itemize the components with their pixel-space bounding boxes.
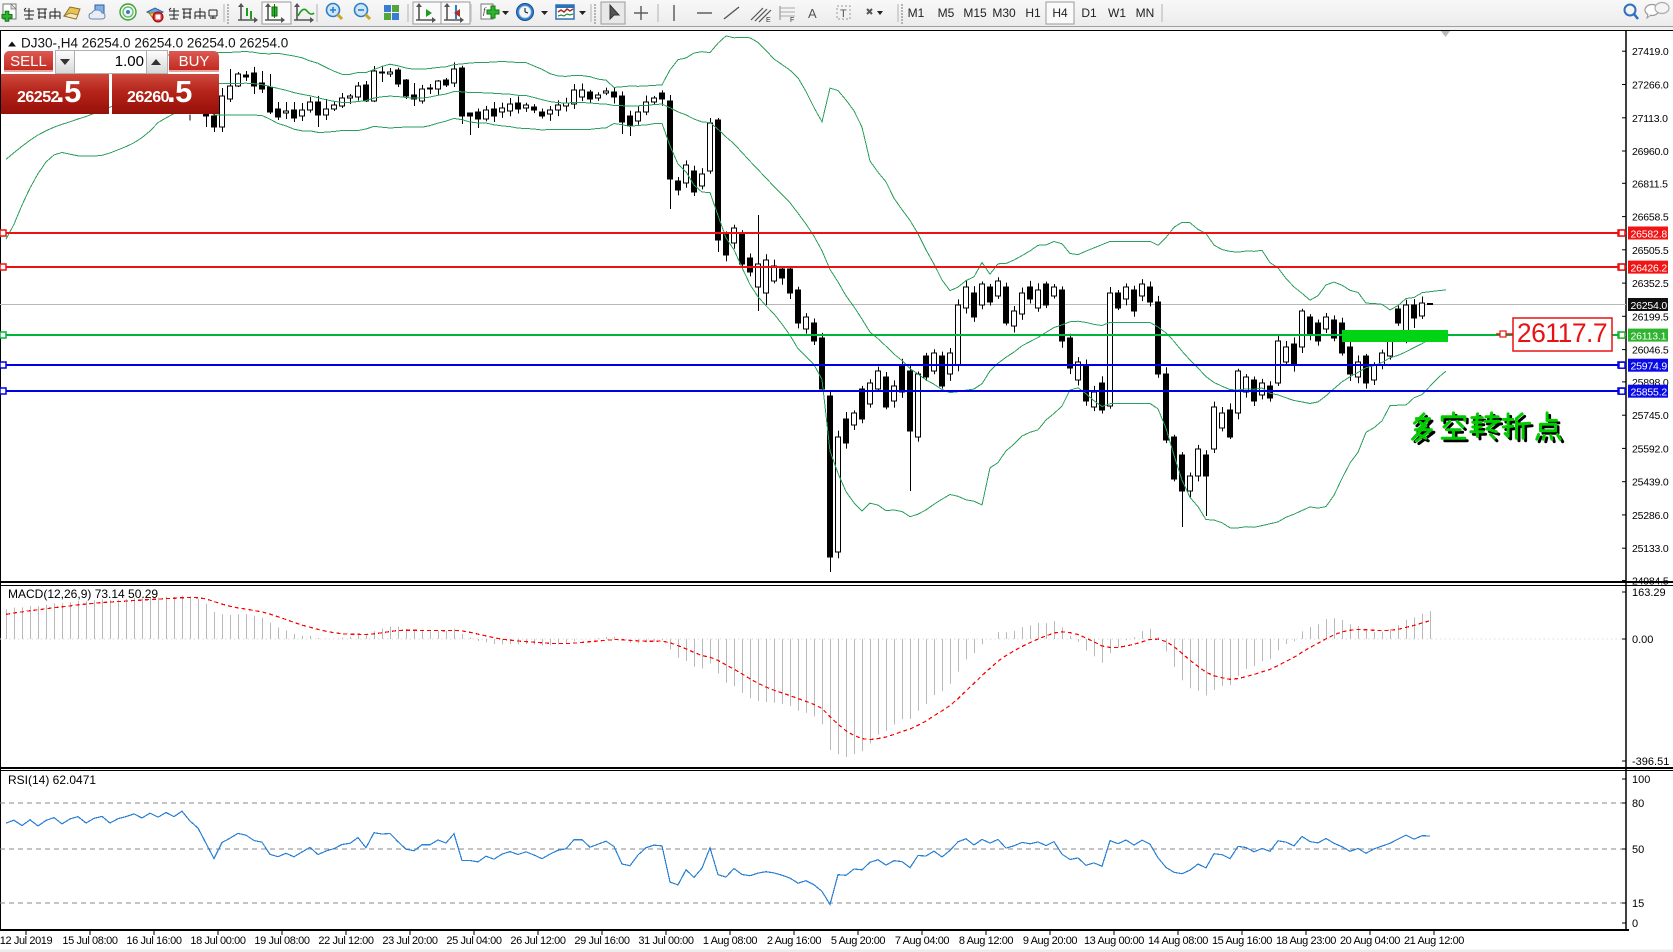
- svg-text:M1: M1: [908, 6, 925, 20]
- svg-text:26117.7: 26117.7: [1517, 318, 1607, 348]
- svg-text:26113.1: 26113.1: [1631, 331, 1667, 343]
- svg-text:25855.2: 25855.2: [1631, 387, 1668, 399]
- svg-text:25133.0: 25133.0: [1632, 543, 1669, 555]
- svg-text:31 Jul 00:00: 31 Jul 00:00: [638, 935, 693, 947]
- svg-text:12 Jul 2019: 12 Jul 2019: [0, 935, 53, 947]
- svg-text:E: E: [766, 17, 771, 24]
- svg-text:H4: H4: [1052, 6, 1068, 20]
- svg-text:26199.5: 26199.5: [1632, 311, 1669, 323]
- svg-text:80: 80: [1632, 798, 1644, 810]
- svg-text:50: 50: [1632, 844, 1644, 856]
- svg-text:8 Aug 12:00: 8 Aug 12:00: [959, 935, 1014, 947]
- svg-text:20 Aug 04:00: 20 Aug 04:00: [1340, 935, 1400, 947]
- svg-text:0.00: 0.00: [1632, 634, 1653, 646]
- svg-text:26352.5: 26352.5: [1632, 278, 1669, 290]
- svg-text:23 Jul 20:00: 23 Jul 20:00: [382, 935, 437, 947]
- svg-text:15: 15: [1632, 898, 1644, 910]
- svg-text:f: f: [483, 6, 487, 16]
- svg-text:F: F: [790, 17, 794, 24]
- svg-text:W1: W1: [1108, 6, 1126, 20]
- svg-text:14 Aug 08:00: 14 Aug 08:00: [1148, 935, 1208, 947]
- svg-text:25286.0: 25286.0: [1632, 510, 1669, 522]
- svg-text:15 Jul 08:00: 15 Jul 08:00: [62, 935, 117, 947]
- svg-text:26960.0: 26960.0: [1632, 146, 1669, 158]
- svg-text:D1: D1: [1081, 6, 1097, 20]
- svg-text:15 Aug 16:00: 15 Aug 16:00: [1212, 935, 1272, 947]
- svg-text:26046.5: 26046.5: [1632, 345, 1669, 357]
- svg-text:H1: H1: [1025, 6, 1041, 20]
- svg-text:2 Aug 16:00: 2 Aug 16:00: [767, 935, 822, 947]
- svg-text:29 Jul 16:00: 29 Jul 16:00: [574, 935, 629, 947]
- svg-text:13 Aug 00:00: 13 Aug 00:00: [1084, 935, 1144, 947]
- svg-text:26 Jul 12:00: 26 Jul 12:00: [510, 935, 565, 947]
- svg-text:A: A: [808, 6, 817, 21]
- svg-text:-396.51: -396.51: [1632, 756, 1669, 768]
- svg-text:MN: MN: [1136, 6, 1155, 20]
- svg-text:27419.0: 27419.0: [1632, 46, 1669, 58]
- svg-text:27113.0: 27113.0: [1632, 113, 1668, 125]
- svg-text:26426.2: 26426.2: [1631, 263, 1668, 275]
- svg-text:M5: M5: [938, 6, 955, 20]
- svg-text:25 Jul 04:00: 25 Jul 04:00: [446, 935, 501, 947]
- svg-text:26658.5: 26658.5: [1632, 212, 1669, 224]
- svg-text:25974.9: 25974.9: [1631, 361, 1668, 373]
- svg-text:18 Aug 23:00: 18 Aug 23:00: [1276, 935, 1336, 947]
- svg-text:19 Jul 08:00: 19 Jul 08:00: [254, 935, 309, 947]
- svg-text:18 Jul 00:00: 18 Jul 00:00: [190, 935, 245, 947]
- svg-text:M15: M15: [963, 6, 987, 20]
- svg-text:26254.0: 26254.0: [1631, 300, 1668, 312]
- svg-text:25745.0: 25745.0: [1632, 410, 1669, 422]
- svg-text:26505.5: 26505.5: [1632, 245, 1669, 257]
- svg-text:26811.5: 26811.5: [1632, 178, 1668, 190]
- svg-text:5 Aug 20:00: 5 Aug 20:00: [831, 935, 886, 947]
- svg-text:16 Jul 16:00: 16 Jul 16:00: [126, 935, 181, 947]
- svg-text:MACD(12,26,9) 73.14 50.29: MACD(12,26,9) 73.14 50.29: [8, 587, 158, 601]
- svg-text:25592.0: 25592.0: [1632, 443, 1669, 455]
- svg-text:T: T: [840, 8, 847, 20]
- svg-text:9 Aug 20:00: 9 Aug 20:00: [1023, 935, 1078, 947]
- svg-text:M30: M30: [992, 6, 1016, 20]
- svg-text:RSI(14) 62.0471: RSI(14) 62.0471: [8, 773, 96, 787]
- svg-text:21 Aug 12:00: 21 Aug 12:00: [1404, 935, 1464, 947]
- svg-text:100: 100: [1632, 774, 1650, 786]
- svg-text:0: 0: [1632, 918, 1638, 930]
- svg-text:24984.5: 24984.5: [1632, 576, 1669, 588]
- svg-text:25439.0: 25439.0: [1632, 477, 1669, 489]
- svg-text:26582.8: 26582.8: [1631, 229, 1668, 241]
- svg-text:22 Jul 12:00: 22 Jul 12:00: [318, 935, 373, 947]
- svg-text:163.29: 163.29: [1632, 587, 1666, 599]
- svg-text:1 Aug 08:00: 1 Aug 08:00: [703, 935, 758, 947]
- svg-text:DJ30-,H4 26254.0 26254.0 2625: DJ30-,H4 26254.0 26254.0 26254.0 26254.0: [21, 36, 288, 51]
- svg-text:27266.0: 27266.0: [1632, 80, 1669, 92]
- svg-text:7 Aug 04:00: 7 Aug 04:00: [895, 935, 950, 947]
